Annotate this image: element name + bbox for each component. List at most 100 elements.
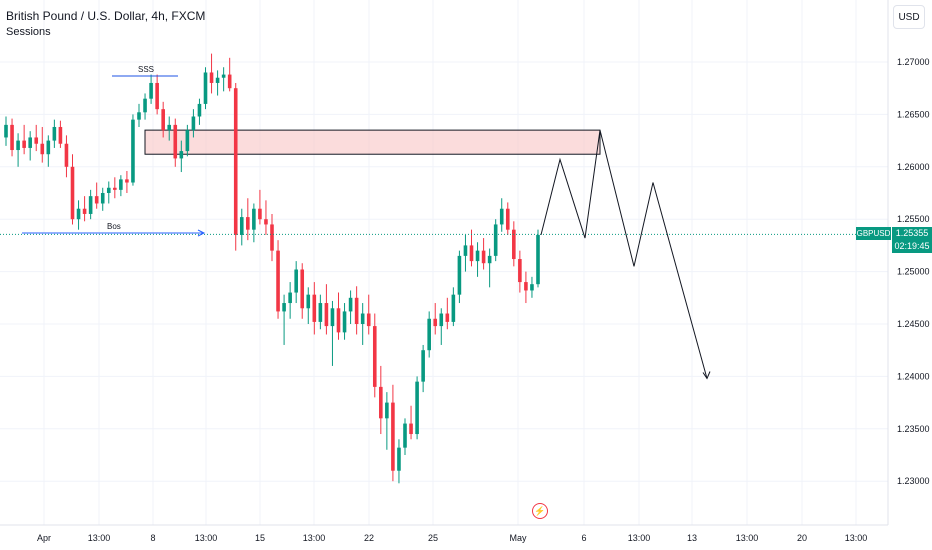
candle-body — [499, 208, 504, 225]
x-tick-label: 22 — [364, 533, 374, 543]
candle-body — [505, 208, 510, 230]
candle-body — [16, 140, 20, 151]
candle-body — [270, 224, 274, 251]
candle-body — [100, 193, 105, 204]
x-tick-label: 15 — [255, 533, 265, 543]
y-tick-label: 1.26000 — [897, 162, 930, 172]
candle-body — [415, 381, 419, 435]
candle-body — [52, 126, 57, 141]
candle-body — [137, 112, 141, 120]
candle-body — [34, 137, 39, 144]
candle-body — [197, 103, 202, 117]
candle-body — [469, 245, 474, 262]
candle-body — [113, 187, 117, 190]
candle-body — [88, 196, 93, 214]
x-tick-label: 6 — [581, 533, 586, 543]
candle-body — [306, 294, 311, 309]
candle-body — [457, 255, 462, 295]
x-tick-label: 13:00 — [845, 533, 868, 543]
candle-body — [40, 143, 45, 155]
price-axis: 1.27000 1.26500 1.26000 1.25500 1.25000 1.245… — [887, 0, 930, 525]
candle-body — [258, 208, 262, 220]
candle-body — [518, 259, 522, 283]
candle-body — [149, 82, 153, 99]
candle-body — [119, 179, 123, 190]
candle-body — [445, 313, 450, 322]
candle-body — [427, 318, 431, 351]
candle-body — [28, 137, 32, 148]
candle-body — [493, 224, 498, 256]
candle-body — [288, 292, 292, 304]
last-price-label: 1.25355 — [892, 227, 932, 240]
y-tick-label: 1.27000 — [897, 57, 930, 67]
candle-body — [70, 166, 75, 220]
candle-body — [10, 124, 14, 151]
y-tick-label: 1.25500 — [897, 214, 930, 224]
candle-body — [318, 303, 323, 322]
candle-body — [300, 269, 305, 309]
candle-body — [324, 303, 329, 327]
candle-body — [403, 423, 407, 448]
currency-button[interactable]: USD — [893, 5, 925, 29]
candle-body — [106, 187, 111, 193]
x-tick-label: 13:00 — [736, 533, 759, 543]
bos-label: Bos — [107, 222, 121, 231]
candle-body — [487, 255, 492, 264]
y-tick-label: 1.23500 — [897, 424, 930, 434]
y-tick-label: 1.25000 — [897, 267, 930, 277]
projection-arrowhead — [702, 371, 711, 380]
candle-body — [246, 217, 250, 230]
x-tick-label: 13 — [687, 533, 697, 543]
candle-body — [360, 313, 365, 324]
time-axis: Apr 13:00 8 13:00 15 13:00 22 25 May 6 13:00 13 13:0… — [0, 524, 888, 543]
candle-body — [354, 297, 359, 324]
bos-arrowhead — [197, 229, 206, 237]
y-tick-label: 1.26500 — [897, 109, 930, 119]
candle-body — [252, 208, 256, 230]
candle-body — [185, 130, 190, 152]
indicator-label[interactable]: Sessions — [6, 26, 51, 38]
x-tick-label: 25 — [428, 533, 438, 543]
candle-body — [409, 423, 413, 435]
candle-body — [131, 119, 135, 183]
candle-body — [173, 124, 178, 159]
candle-body — [58, 126, 63, 144]
candle-body — [342, 311, 347, 333]
supply-zone-rect — [144, 129, 601, 155]
grid-lines — [0, 0, 888, 525]
candle-body — [294, 269, 298, 293]
candle-body — [530, 284, 534, 291]
flash-icon[interactable]: ⚡ — [532, 503, 548, 519]
x-tick-label: 13:00 — [195, 533, 218, 543]
candle-body — [439, 313, 444, 327]
candle-body — [82, 208, 87, 214]
x-tick-label: 20 — [797, 533, 807, 543]
candles — [4, 53, 540, 484]
candle-body — [215, 77, 220, 83]
candle-body — [385, 402, 389, 419]
candle-body — [524, 282, 528, 291]
y-tick-label: 1.24500 — [897, 319, 930, 329]
candle-body — [463, 245, 468, 256]
candle-body — [227, 74, 232, 89]
candle-body — [221, 74, 226, 78]
candle-body — [46, 140, 51, 155]
candle-body — [372, 326, 377, 387]
candle-body — [536, 234, 540, 285]
overlays — [0, 75, 888, 380]
candle-body — [451, 294, 456, 322]
candle-body — [433, 318, 438, 327]
candle-body — [276, 250, 280, 312]
candle-body — [179, 151, 184, 159]
candle-body — [397, 447, 401, 471]
projection-path — [540, 129, 708, 379]
candle-body — [161, 109, 165, 131]
x-tick-label: May — [509, 533, 527, 543]
candle-body — [282, 303, 286, 312]
x-tick-label: Apr — [37, 533, 51, 543]
candle-body — [125, 179, 129, 183]
sss-label: SSS — [138, 65, 155, 74]
candle-body — [512, 229, 516, 260]
chart-title: British Pound / U.S. Dollar, 4h, FXCM — [6, 9, 206, 23]
